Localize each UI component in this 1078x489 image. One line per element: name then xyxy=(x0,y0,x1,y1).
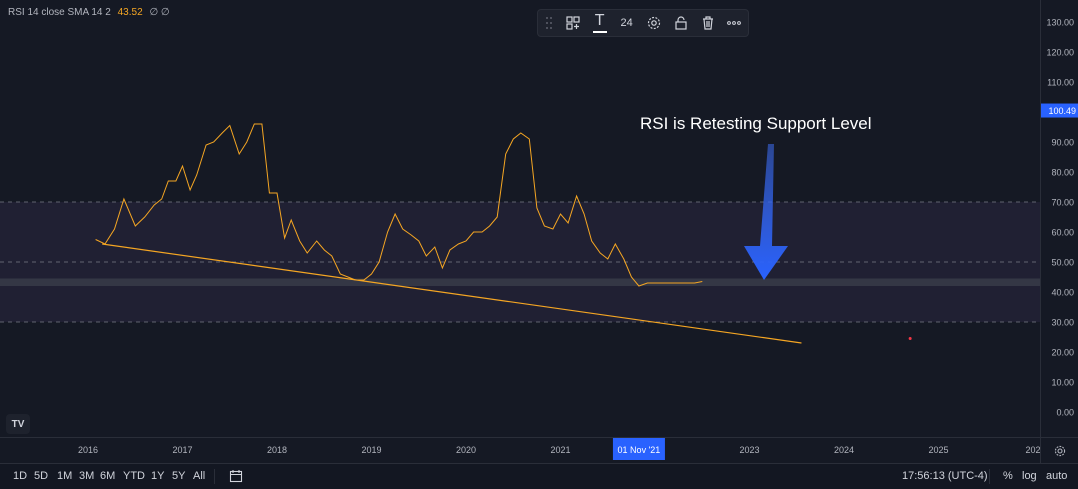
period-1d[interactable]: 1D xyxy=(13,470,28,482)
indicator-value: 43.52 xyxy=(117,7,143,18)
period-5y[interactable]: 5Y xyxy=(172,470,186,482)
clock[interactable]: 17:56:13 (UTC-4) xyxy=(902,470,988,482)
price-tick-label: 10.00 xyxy=(1051,378,1074,388)
price-tick-label: 40.00 xyxy=(1051,288,1074,298)
period-3m[interactable]: 3M xyxy=(79,470,95,482)
price-tick-label: 130.00 xyxy=(1046,18,1074,28)
time-tick-label: 2018 xyxy=(267,445,287,455)
drawing-toolbar: T 24 xyxy=(537,9,749,37)
period-6m[interactable]: 6M xyxy=(100,470,116,482)
time-axis-svg: 2016 2017 2018 2019 2020 2021 01 Nov '21 2023 20… xyxy=(78,438,1041,460)
template-icon[interactable] xyxy=(559,9,586,37)
period-1m[interactable]: 1M xyxy=(57,470,73,482)
indicator-legend[interactable]: RSI 14 close SMA 14 2 43.52 ∅ ∅ xyxy=(8,7,170,18)
rsi-line xyxy=(95,123,703,287)
gear-icon xyxy=(1054,445,1065,456)
price-tick-label: 0.00 xyxy=(1056,408,1074,418)
font-size-value: 24 xyxy=(620,17,633,29)
price-axis-svg: 130.00120.00110.00100.0090.0080.0070.006… xyxy=(1041,18,1078,418)
divider xyxy=(214,469,215,484)
date-badge xyxy=(612,438,665,460)
price-tick-label: 50.00 xyxy=(1051,258,1074,268)
price-tick-label: 70.00 xyxy=(1051,198,1074,208)
logo-text: TV xyxy=(11,418,25,430)
time-tick-label: 2017 xyxy=(172,445,192,455)
more-icon[interactable] xyxy=(721,9,748,37)
lock-icon[interactable] xyxy=(667,9,694,37)
price-tick-label: 90.00 xyxy=(1051,138,1074,148)
text-format-button[interactable]: T xyxy=(586,9,613,37)
rsi-chart-svg[interactable]: RSI is Retesting Support Level xyxy=(0,0,1040,437)
price-axis[interactable]: 130.00120.00110.00100.0090.0080.0070.006… xyxy=(1040,0,1078,437)
period-5d[interactable]: 5D xyxy=(34,470,49,482)
axis-settings-button[interactable] xyxy=(1040,437,1078,463)
gear-icon[interactable] xyxy=(640,9,667,37)
time-axis[interactable]: 2016 2017 2018 2019 2020 2021 01 Nov '21 2023 20… xyxy=(0,437,1041,463)
indicator-name: RSI 14 close SMA 14 2 xyxy=(8,7,111,18)
current-price-badge xyxy=(1041,103,1078,118)
marker-dot xyxy=(908,337,912,340)
support-trendline xyxy=(102,243,802,344)
arrow-down-icon xyxy=(744,144,788,280)
time-tick-label: 2021 xyxy=(550,445,570,455)
time-tick-label: 2023 xyxy=(739,445,759,455)
support-zone xyxy=(0,278,1040,286)
text-format-icon: T xyxy=(594,12,605,29)
time-tick-label: 2025 xyxy=(928,445,948,455)
drag-handle-icon[interactable] xyxy=(538,9,559,37)
period-1y[interactable]: 1Y xyxy=(151,470,165,482)
annotation-text: RSI is Retesting Support Level xyxy=(640,114,872,133)
period-ytd[interactable]: YTD xyxy=(123,470,145,482)
date-badge-label: 01 Nov '21 xyxy=(618,445,661,455)
price-tick-label: 20.00 xyxy=(1051,348,1074,358)
price-tick-label: 30.00 xyxy=(1051,318,1074,328)
auto-toggle[interactable]: auto xyxy=(1046,470,1068,482)
tradingview-logo[interactable]: TV xyxy=(6,414,30,434)
bottom-bar: 1D 5D 1M 3M 6M YTD 1Y 5Y All 17:56:13 (U… xyxy=(0,463,1078,489)
time-tick-label: 2016 xyxy=(78,445,98,455)
font-size-button[interactable]: 24 xyxy=(613,9,640,37)
divider xyxy=(989,469,990,484)
log-toggle[interactable]: log xyxy=(1022,470,1037,482)
time-tick-label: 202 xyxy=(1025,445,1040,455)
time-tick-label: 2024 xyxy=(834,445,854,455)
price-tick-label: 80.00 xyxy=(1051,168,1074,178)
price-tick-label: 110.00 xyxy=(1047,78,1074,88)
percent-toggle[interactable]: % xyxy=(1003,470,1013,482)
chart-area[interactable]: RSI is Retesting Support Level RSI 14 cl… xyxy=(0,0,1040,437)
price-tick-label: 60.00 xyxy=(1051,228,1074,238)
price-tick-label: 120.00 xyxy=(1046,48,1074,58)
trash-icon[interactable] xyxy=(694,9,721,37)
time-tick-label: 2020 xyxy=(456,445,476,455)
indicator-extra: ∅ ∅ xyxy=(149,7,170,18)
date-range-icon[interactable] xyxy=(229,469,243,486)
time-tick-label: 2019 xyxy=(361,445,381,455)
current-price-label: 100.49 xyxy=(1048,106,1076,116)
period-all[interactable]: All xyxy=(193,470,206,482)
